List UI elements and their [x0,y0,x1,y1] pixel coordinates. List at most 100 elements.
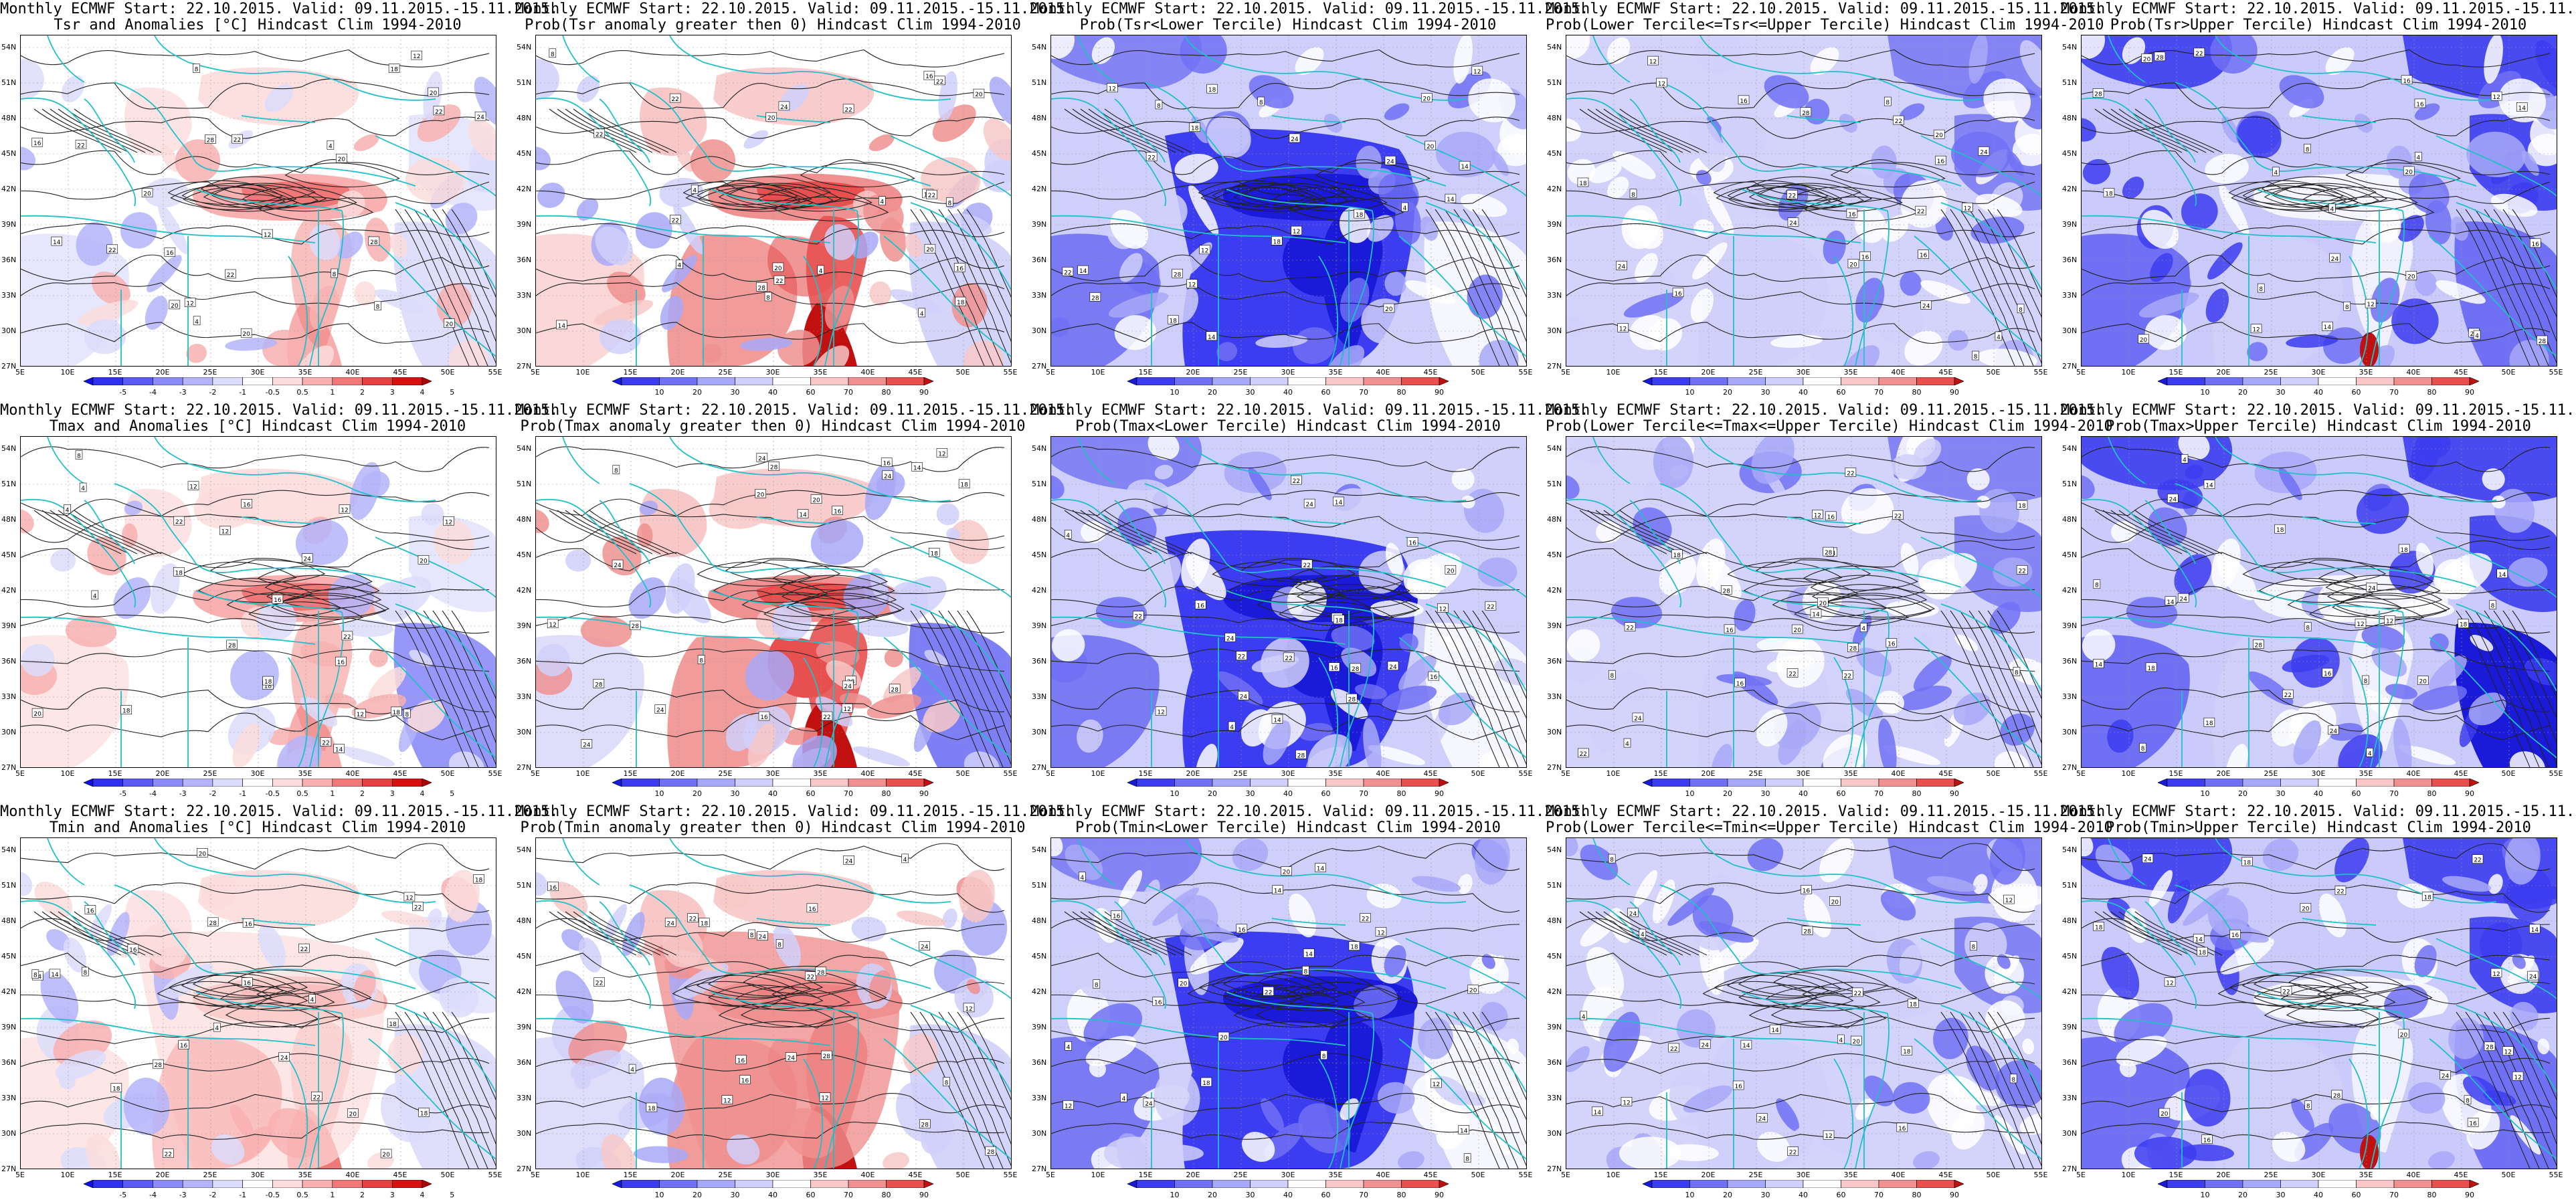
panel-title-line1: Monthly ECMWF Start: 22.10.2015. Valid: … [1546,402,2104,419]
contour-label: 18 [110,1083,122,1093]
colorbar-tick-label: 90 [1435,789,1444,798]
contour-label: 22 [1301,559,1313,569]
colorbar-tick-label: 20 [2238,388,2247,397]
svg-text:16: 16 [180,1043,188,1049]
svg-text:4: 4 [2368,750,2372,757]
colorbar-swatch [2167,1180,2205,1188]
longitude-label: 20E [2216,1171,2231,1179]
contour-label: 22 [163,1148,174,1159]
svg-text:16: 16 [1113,913,1121,920]
svg-text:16: 16 [1848,211,1856,218]
svg-text:14: 14 [799,512,807,519]
colorbar-swatch [1174,377,1213,385]
longitude-label: 20E [155,368,170,377]
svg-text:22: 22 [1580,751,1587,758]
colorbar-swatch [2242,377,2281,385]
contour-label: 16 [1152,997,1164,1007]
panel-title-line1: Monthly ECMWF Start: 22.10.2015. Valid: … [2061,1,2576,17]
colorbar-tick-label: 10 [1685,1191,1695,1199]
contour-label: 20 [755,489,766,498]
contour-label: 12 [1621,1097,1633,1106]
svg-text:16: 16 [2416,102,2424,108]
latitude-label: 42N [1032,586,1047,595]
colorbar-swatch [1136,1180,1175,1188]
colorbar-swatch [242,1180,273,1188]
longitude-label: 30E [1281,368,1295,377]
contour-labels: 1412241814182414841481888221824842818241… [2093,454,2508,757]
colorbar-tick-label: -2 [209,789,217,798]
longitude-label: 40E [2406,769,2421,778]
colorbar-arrow-low [1127,1180,1137,1188]
colorbar-tick-label: -0.5 [265,388,280,397]
svg-text:24: 24 [1618,264,1626,270]
longitude-label: 25E [2264,1171,2278,1179]
svg-text:20: 20 [1423,96,1431,102]
contour-label: 20 [1178,978,1189,988]
latitude-label: 27N [517,1165,532,1173]
colorbar-arrow-low [84,377,94,385]
contour-label: 14 [1459,161,1471,171]
colorbar-arrow-low [2158,779,2168,787]
contour-label: 24 [278,1051,290,1062]
svg-text:18: 18 [1202,1080,1210,1087]
contour-label: 18 [1167,314,1179,324]
colorbar-swatch [1174,779,1213,787]
contour-label: 24 [882,470,893,480]
contour-label: 4 [1837,1034,1845,1044]
colorbar-swatch [1841,1180,1879,1188]
latitude-label: 39N [1547,220,1562,229]
panel-title-line2: Prob(Tmin>Upper Tercile) Hindcast Clim 1… [2106,819,2531,836]
latitude-label: 36N [1032,1058,1047,1067]
colorbar-swatch [1727,377,1766,385]
longitude-label: 5E [1046,368,1055,377]
contour-label: 24 [1238,691,1249,700]
svg-text:16: 16 [1238,927,1246,934]
map-svg: 2216148414428222216182216282022221812222… [1566,437,2041,767]
colorbar-tick-label: 10 [2200,789,2210,798]
map-panel-tmax-middle: Monthly ECMWF Start: 22.10.2015. Valid: … [1546,401,2113,803]
svg-text:22: 22 [672,218,679,225]
svg-text:22: 22 [322,740,329,747]
colorbar-swatch [659,779,698,787]
colorbar-tick-label: 10 [1685,789,1695,798]
svg-text:12: 12 [938,451,945,458]
contour-label: 4 [1064,530,1072,539]
svg-text:22: 22 [2195,51,2203,58]
longitude-label: 20E [155,769,170,778]
latitude-label: 51N [1032,78,1047,87]
longitude-label: 40E [1376,368,1390,377]
contour-label: 16 [1732,1080,1744,1090]
colorbar-tick-label: 60 [2351,388,2361,397]
contour-label: 24 [2177,593,2189,603]
contour-label: 14 [1769,1024,1781,1034]
latitude-label: 54N [517,43,532,52]
contour-label: 14 [1206,331,1218,341]
svg-text:22: 22 [1064,270,1071,276]
colorbar-tick-label: 40 [2314,388,2323,397]
svg-text:20: 20 [1853,1039,1861,1045]
colorbar-tick-label: 1 [330,789,335,798]
colorbar-swatch [1765,779,1804,787]
svg-text:4: 4 [1403,205,1407,212]
colorbar [2158,779,2479,787]
latitude-label: 42N [2062,586,2078,595]
svg-text:24: 24 [1629,911,1637,918]
contour-label: 4 [308,994,316,1004]
svg-text:12: 12 [1623,1100,1630,1106]
contour-label: 4 [2181,454,2189,464]
svg-text:12: 12 [843,706,850,713]
contour-label: 20 [31,708,43,718]
svg-text:8: 8 [551,52,555,58]
longitude-label: 5E [2076,368,2086,377]
svg-text:22: 22 [1789,1150,1797,1157]
svg-text:14: 14 [2195,936,2203,943]
svg-text:18: 18 [1191,126,1199,132]
colorbar-tick-label: 2 [360,789,365,798]
contour-label: 14 [2165,596,2177,606]
contour-label: 16 [1846,208,1858,218]
longitude-label: 50E [1471,368,1485,377]
latitude-label: 45N [517,550,532,559]
colorbar-swatch [153,377,183,385]
contour-label: 16 [1896,1122,1908,1132]
longitude-label: 50E [440,368,455,377]
